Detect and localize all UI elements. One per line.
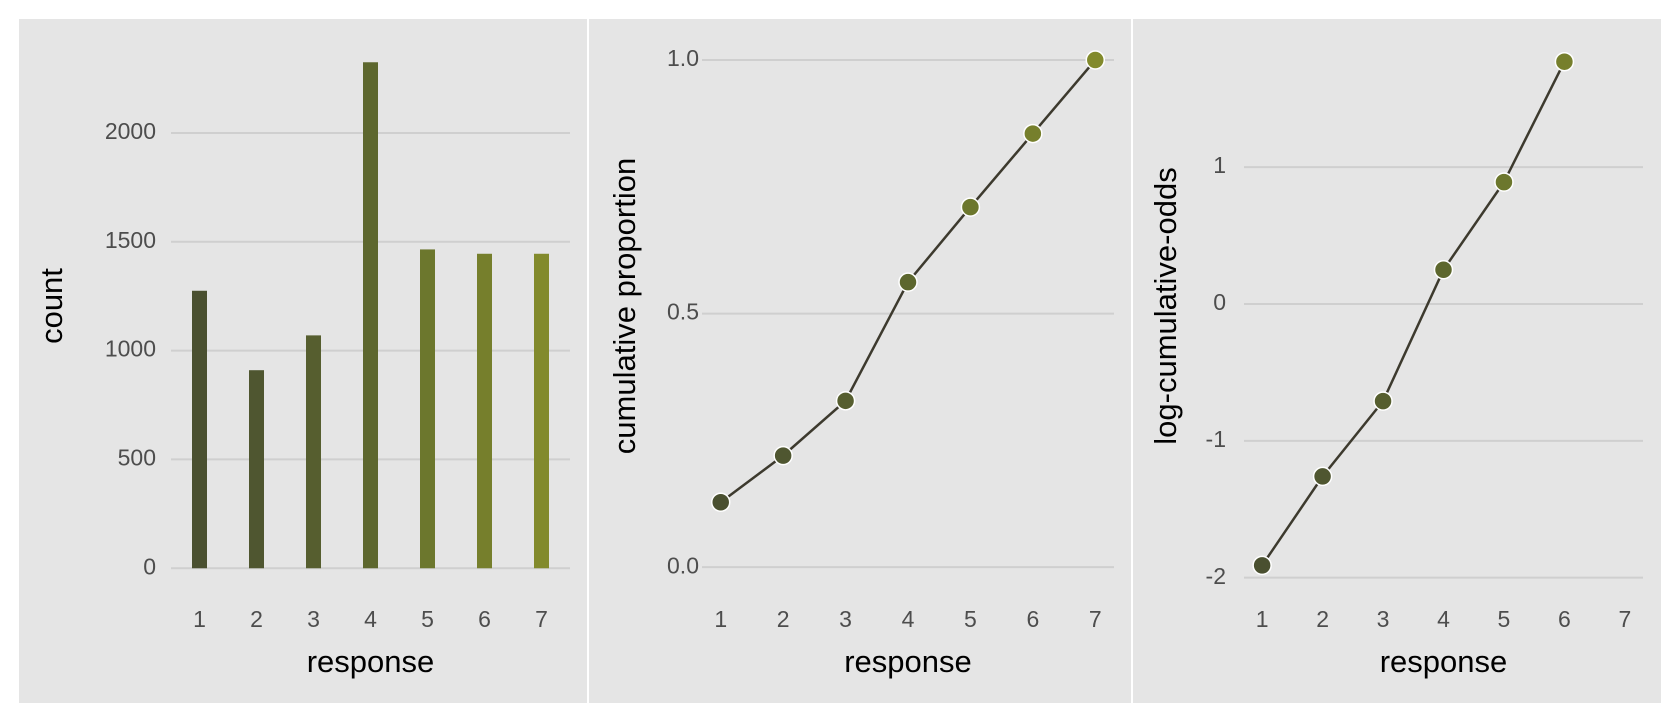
y-tick-label: 0.0: [667, 552, 699, 578]
x-tick-label: 7: [535, 606, 548, 632]
x-axis-title: response: [1380, 644, 1508, 679]
bar: [477, 253, 492, 569]
bar: [306, 335, 321, 569]
y-tick-label: -1: [1206, 426, 1226, 452]
bar: [249, 370, 264, 569]
x-tick-label: 5: [421, 606, 434, 632]
y-tick-label: 0: [1213, 289, 1226, 315]
line: [1261, 61, 1566, 567]
point: [1312, 466, 1333, 487]
point: [1494, 172, 1514, 192]
y-tick-label: 1500: [105, 227, 156, 253]
point: [1023, 123, 1043, 144]
x-tick-label: 5: [1498, 606, 1511, 632]
x-tick-label: 7: [1089, 606, 1102, 632]
x-tick-label: 3: [1377, 606, 1390, 632]
bar: [420, 249, 435, 569]
x-tick-label: 1: [1256, 606, 1269, 632]
x-tick-label: 6: [1558, 606, 1571, 632]
bar: [363, 62, 378, 569]
y-axis-title: count: [34, 268, 69, 344]
point: [835, 391, 856, 411]
y-axis-title: cumulative proportion: [607, 158, 642, 454]
y-tick-label: 500: [118, 445, 156, 471]
x-tick-label: 7: [1618, 606, 1631, 632]
x-tick-label: 2: [250, 606, 263, 632]
point: [1252, 555, 1272, 576]
x-tick-label: 1: [714, 606, 727, 632]
y-tick-label: 0: [143, 553, 156, 579]
point: [773, 445, 793, 466]
point: [1373, 391, 1393, 411]
x-tick-label: 1: [193, 606, 206, 632]
y-tick-label: 0.5: [667, 299, 699, 325]
x-tick-label: 2: [1316, 606, 1329, 632]
point: [1433, 259, 1454, 280]
x-axis-title: response: [307, 644, 435, 679]
point: [710, 492, 731, 513]
bar: [192, 290, 207, 569]
x-axis-title: response: [844, 644, 972, 679]
x-tick-label: 3: [839, 606, 852, 632]
x-tick-label: 5: [964, 606, 977, 632]
y-axis-title: log-cumulative-odds: [1148, 167, 1183, 444]
y-tick-label: 1000: [105, 336, 156, 362]
x-tick-label: 2: [777, 606, 790, 632]
point: [960, 197, 981, 217]
panel-background: [589, 19, 1131, 703]
x-tick-label: 4: [902, 606, 915, 632]
x-tick-label: 4: [364, 606, 377, 632]
y-tick-label: 1.0: [667, 45, 699, 71]
y-tick-label: 2000: [105, 118, 156, 144]
x-tick-label: 4: [1437, 606, 1450, 632]
point: [898, 272, 918, 292]
x-tick-label: 3: [307, 606, 320, 632]
panel-background: [1133, 19, 1661, 703]
x-tick-label: 6: [478, 606, 491, 632]
bar: [534, 253, 549, 569]
point: [1554, 51, 1575, 72]
point: [1085, 50, 1106, 70]
y-tick-label: -2: [1206, 563, 1226, 589]
x-tick-label: 6: [1026, 606, 1039, 632]
y-tick-label: 1: [1213, 152, 1226, 178]
